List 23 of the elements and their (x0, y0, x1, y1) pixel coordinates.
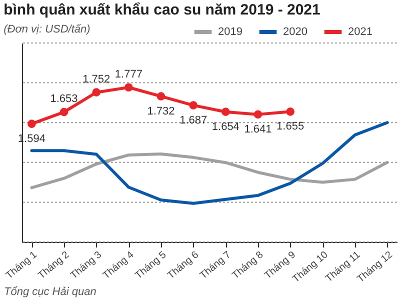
point (189, 101, 198, 110)
data-label: 1.732 (147, 105, 175, 118)
data-label: 1.654 (212, 120, 240, 133)
data-label: 1.641 (244, 123, 272, 136)
legend-label: 2019 (218, 26, 242, 38)
text: Tổng cục Hải quan (3, 286, 98, 300)
data-label: 1.655 (276, 120, 304, 133)
legend-label: 2021 (348, 26, 372, 38)
data-label: 1.687 (180, 114, 208, 126)
point (286, 107, 294, 116)
point (221, 108, 230, 116)
point (60, 108, 68, 116)
chart-subtitle: (Đơn vị: USD/tấn) (4, 24, 91, 36)
point (254, 110, 262, 119)
data-label: 1.653 (50, 93, 78, 106)
chart-title: bình quân xuất khẩu cao su năm 2019 - 2021 (4, 2, 320, 18)
point (28, 120, 36, 128)
data-label: 1.777 (114, 68, 142, 80)
data-label: 1.752 (82, 73, 110, 86)
legend-label: 2020 (283, 26, 308, 38)
point (92, 88, 101, 97)
point (156, 92, 166, 101)
point (124, 83, 133, 92)
